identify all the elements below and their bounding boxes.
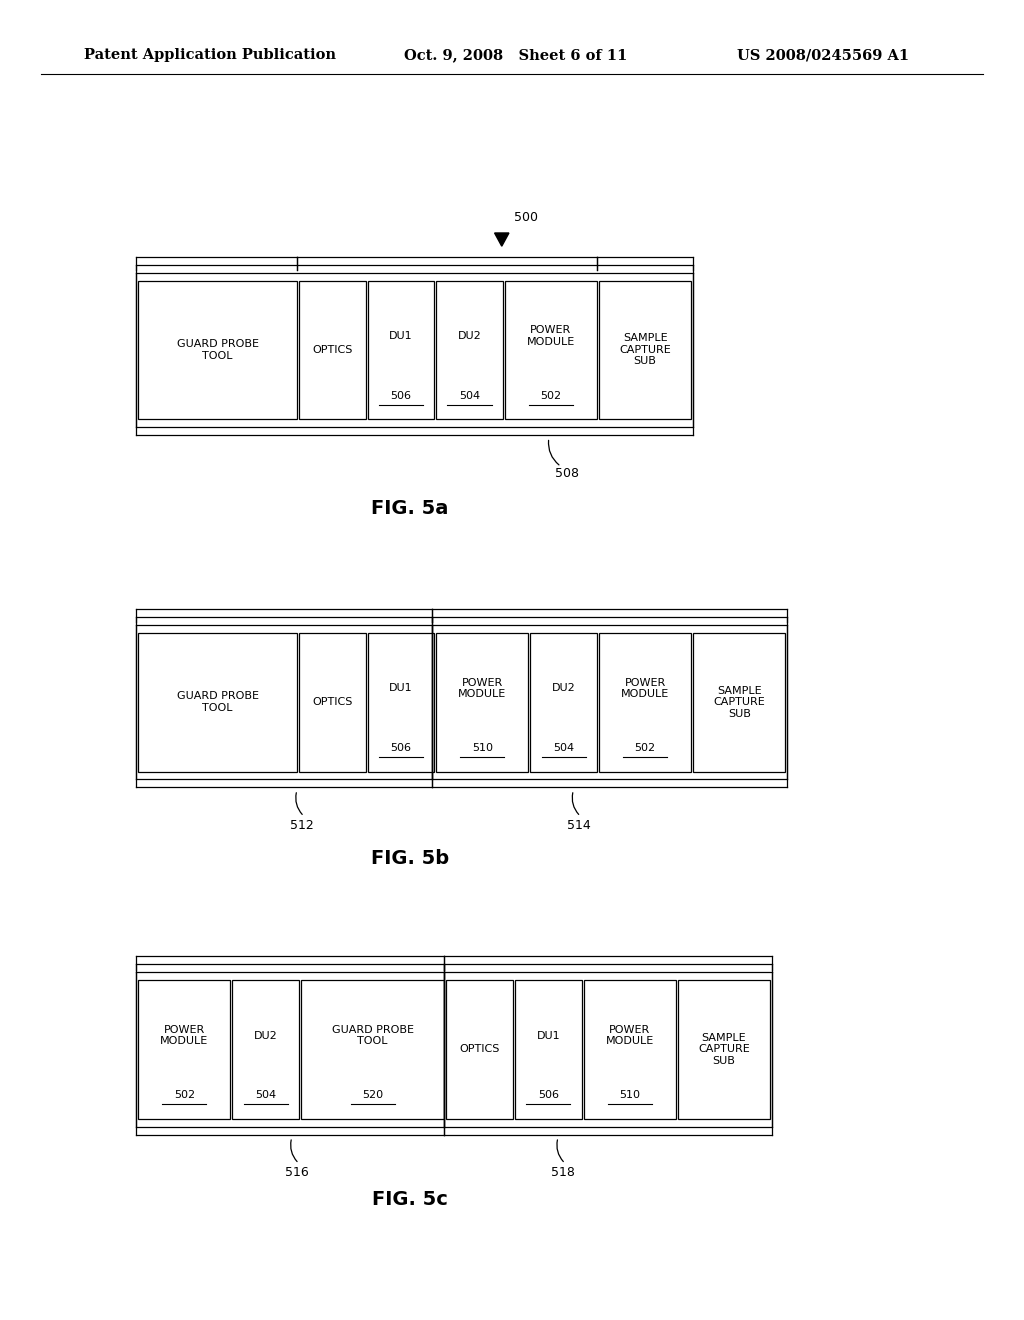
- Bar: [678, 979, 770, 1119]
- Text: POWER
MODULE: POWER MODULE: [458, 677, 507, 700]
- Text: DU2: DU2: [552, 684, 575, 693]
- Bar: [530, 632, 597, 771]
- Bar: [436, 281, 503, 420]
- Bar: [446, 979, 513, 1119]
- Text: 514: 514: [566, 818, 591, 832]
- Bar: [584, 979, 676, 1119]
- Text: GUARD PROBE
TOOL: GUARD PROBE TOOL: [176, 692, 259, 713]
- Polygon shape: [495, 232, 509, 246]
- Bar: [138, 979, 230, 1119]
- Text: OPTICS: OPTICS: [312, 697, 352, 708]
- Bar: [368, 632, 434, 771]
- Text: FIG. 5c: FIG. 5c: [372, 1189, 447, 1209]
- Text: 506: 506: [390, 391, 412, 400]
- Text: 510: 510: [472, 743, 493, 752]
- Text: SAMPLE
CAPTURE
SUB: SAMPLE CAPTURE SUB: [714, 685, 765, 719]
- Text: FIG. 5b: FIG. 5b: [371, 849, 449, 869]
- Text: SAMPLE
CAPTURE
SUB: SAMPLE CAPTURE SUB: [698, 1032, 750, 1067]
- Text: 518: 518: [551, 1167, 575, 1179]
- Bar: [505, 281, 597, 420]
- Text: 510: 510: [620, 1090, 640, 1100]
- Text: FIG. 5a: FIG. 5a: [371, 499, 449, 519]
- Text: DU1: DU1: [389, 684, 413, 693]
- Text: POWER
MODULE: POWER MODULE: [605, 1024, 654, 1047]
- Text: 520: 520: [362, 1090, 383, 1100]
- Text: GUARD PROBE
TOOL: GUARD PROBE TOOL: [332, 1024, 414, 1047]
- Bar: [693, 632, 785, 771]
- Bar: [299, 281, 366, 420]
- Text: POWER
MODULE: POWER MODULE: [526, 325, 575, 347]
- Text: 504: 504: [553, 743, 574, 752]
- Bar: [599, 632, 691, 771]
- Text: 516: 516: [285, 1167, 309, 1179]
- Text: OPTICS: OPTICS: [460, 1044, 500, 1055]
- Text: POWER
MODULE: POWER MODULE: [621, 677, 670, 700]
- Bar: [515, 979, 582, 1119]
- Text: 500: 500: [514, 211, 538, 223]
- Text: 502: 502: [174, 1090, 195, 1100]
- Text: DU2: DU2: [458, 331, 481, 341]
- Bar: [138, 632, 297, 771]
- Text: Patent Application Publication: Patent Application Publication: [84, 49, 336, 62]
- Bar: [138, 281, 297, 420]
- Text: 504: 504: [459, 391, 480, 400]
- Text: DU2: DU2: [254, 1031, 278, 1040]
- Text: SAMPLE
CAPTURE
SUB: SAMPLE CAPTURE SUB: [620, 333, 671, 367]
- Text: 508: 508: [555, 467, 579, 479]
- Bar: [299, 632, 366, 771]
- Text: OPTICS: OPTICS: [312, 345, 352, 355]
- Text: 506: 506: [538, 1090, 559, 1100]
- Text: DU1: DU1: [537, 1031, 560, 1040]
- Text: POWER
MODULE: POWER MODULE: [160, 1024, 209, 1047]
- Text: 504: 504: [255, 1090, 276, 1100]
- Text: 512: 512: [290, 818, 314, 832]
- Bar: [436, 632, 528, 771]
- Text: GUARD PROBE
TOOL: GUARD PROBE TOOL: [176, 339, 259, 360]
- Text: Oct. 9, 2008   Sheet 6 of 11: Oct. 9, 2008 Sheet 6 of 11: [404, 49, 628, 62]
- Text: DU1: DU1: [389, 331, 413, 341]
- Text: US 2008/0245569 A1: US 2008/0245569 A1: [737, 49, 909, 62]
- Text: 506: 506: [390, 743, 412, 752]
- Bar: [301, 979, 444, 1119]
- Bar: [368, 281, 434, 420]
- Text: 502: 502: [635, 743, 655, 752]
- Bar: [599, 281, 691, 420]
- Text: 502: 502: [541, 391, 561, 400]
- Bar: [232, 979, 299, 1119]
